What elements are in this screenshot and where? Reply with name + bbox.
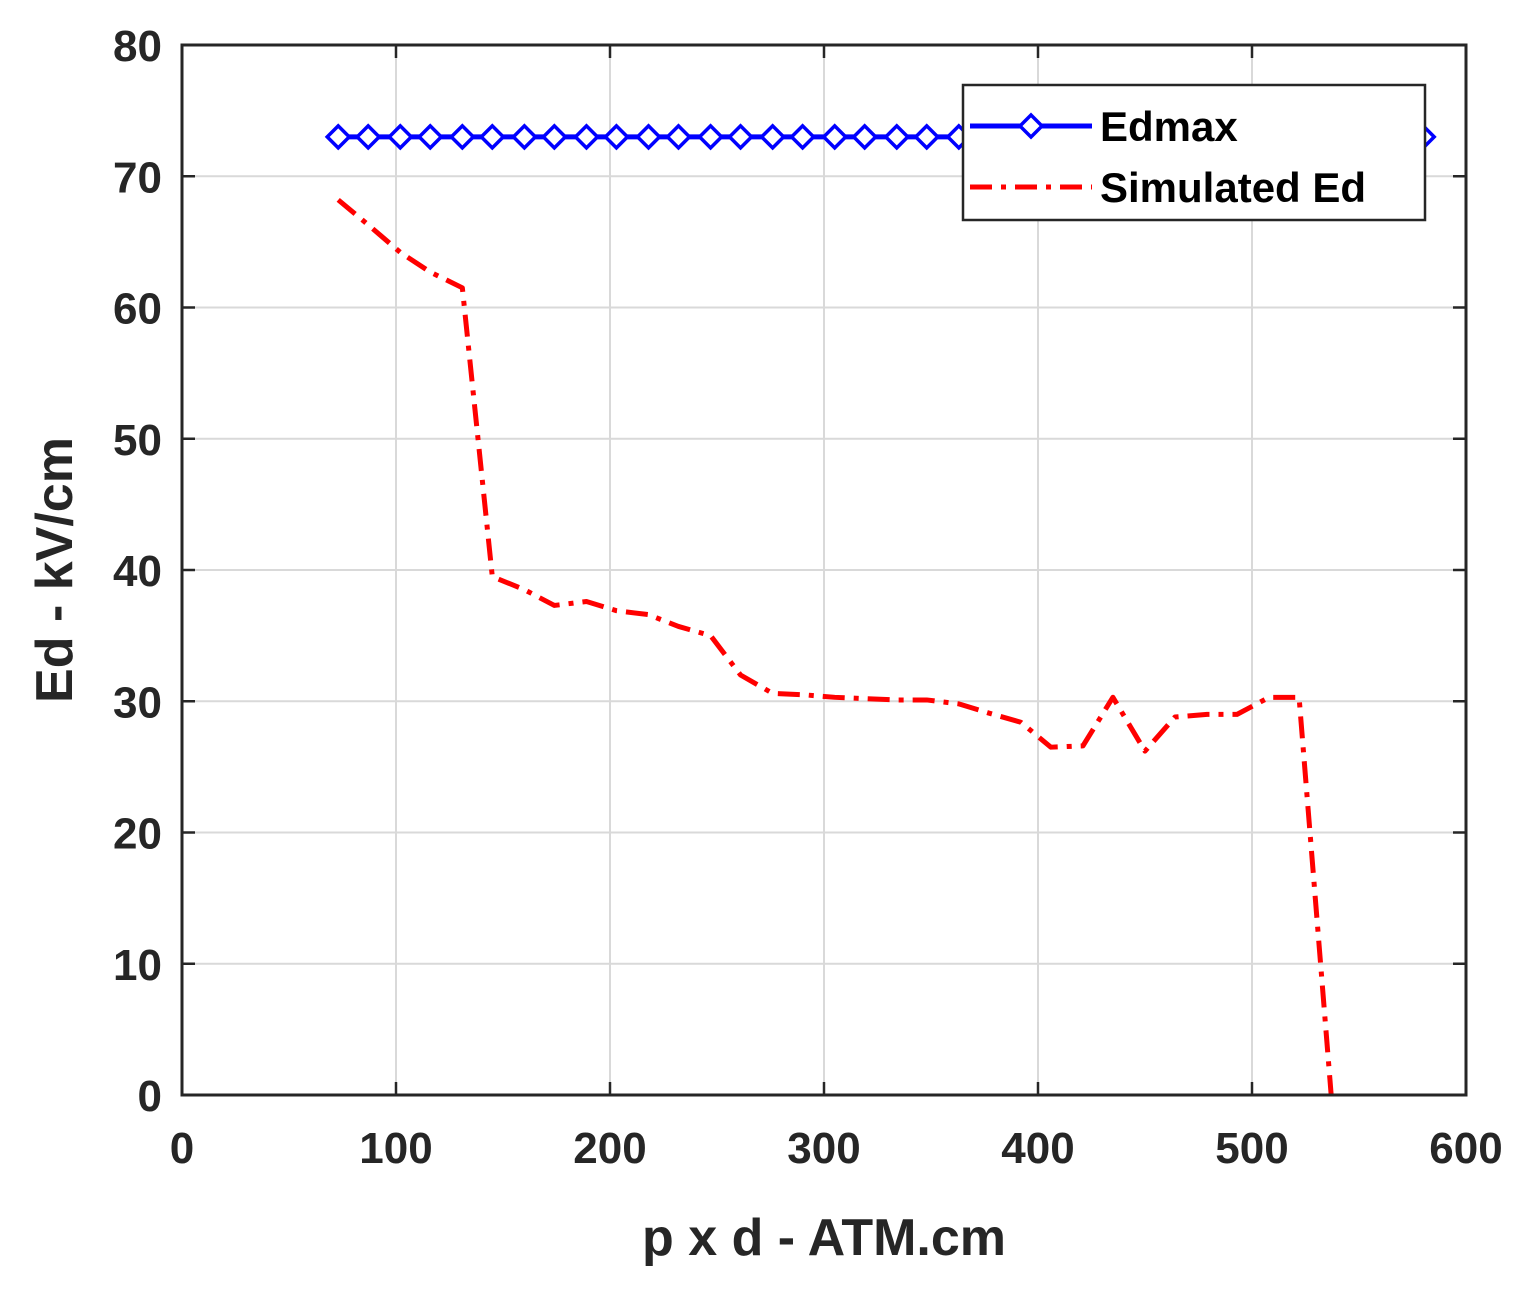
x-tick-label: 500: [1215, 1124, 1288, 1173]
y-tick-label: 20: [113, 810, 162, 859]
edmax-point: [540, 123, 568, 151]
edmax-point: [851, 123, 879, 151]
x-axis-label: p x d - ATM.cm: [642, 1209, 1006, 1267]
edmax-point: [635, 123, 662, 151]
x-tick-label: 0: [170, 1124, 194, 1173]
series-line-simulated-ed: [336, 197, 1334, 1096]
legend-label-edmax: Edmax: [1100, 103, 1238, 150]
edmax-point: [478, 123, 506, 151]
x-tick-label: 200: [573, 1124, 646, 1173]
edmax-point: [354, 123, 382, 151]
x-tick-label: 300: [787, 1124, 860, 1173]
edmax-point: [727, 123, 755, 151]
y-tick-label: 60: [113, 285, 162, 334]
x-tick-label: 400: [1001, 1124, 1074, 1173]
tick-labels: 0 100 200 300 400 500 600 0 10 20 30 40 50 60 70 80: [113, 22, 1503, 1173]
y-axis-label: Ed - kV/cm: [26, 437, 84, 703]
x-tick-label: 600: [1429, 1124, 1502, 1173]
edmax-point: [572, 123, 600, 151]
y-tick-label: 40: [113, 547, 162, 596]
edmax-point: [510, 123, 538, 151]
edmax-point: [448, 123, 476, 151]
ticks: [180, 43, 1468, 1097]
y-tick-label: 50: [113, 416, 162, 465]
edmax-point: [602, 123, 630, 151]
edmax-point: [665, 123, 692, 151]
edmax-point: [789, 123, 817, 151]
y-tick-label: 10: [113, 941, 162, 990]
edmax-point: [759, 123, 787, 151]
edmax-point: [416, 123, 444, 151]
edmax-point: [386, 123, 414, 151]
edmax-point: [913, 123, 941, 151]
grid: [182, 45, 1466, 1095]
legend-label-simulated-ed: Simulated Ed: [1100, 164, 1366, 211]
x-tick-label: 100: [359, 1124, 432, 1173]
legend-marker-edmax: [1017, 112, 1045, 140]
y-tick-label: 0: [138, 1072, 162, 1121]
y-tick-label: 80: [113, 22, 162, 71]
edmax-point: [883, 123, 911, 151]
legend: Edmax Simulated Ed: [961, 83, 1427, 222]
y-tick-label: 30: [113, 678, 162, 727]
y-tick-label: 70: [113, 153, 162, 202]
edmax-point: [324, 123, 352, 151]
edmax-point: [697, 123, 725, 151]
legend-box: [961, 83, 1427, 222]
edmax-point: [821, 123, 849, 151]
